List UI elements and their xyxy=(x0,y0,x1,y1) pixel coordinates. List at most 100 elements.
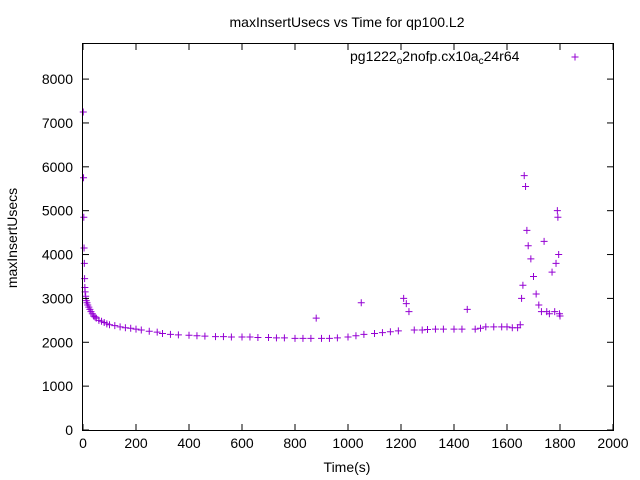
data-point xyxy=(79,108,87,116)
data-point xyxy=(371,330,378,337)
data-point xyxy=(212,333,219,341)
data-point xyxy=(553,207,561,215)
x-axis-label: Time(s) xyxy=(324,459,371,475)
y-tick-label: 3000 xyxy=(42,290,73,306)
x-tick-label: 2000 xyxy=(597,435,628,451)
data-point xyxy=(405,308,413,316)
data-point xyxy=(360,330,368,338)
data-point xyxy=(458,325,466,333)
data-point xyxy=(280,334,288,342)
data-point xyxy=(80,259,88,267)
data-point xyxy=(111,322,119,330)
data-point xyxy=(227,333,235,341)
series-points xyxy=(79,108,564,342)
plot-frame xyxy=(82,43,614,431)
data-point xyxy=(159,330,166,337)
data-point xyxy=(524,242,532,250)
data-point xyxy=(91,313,99,321)
data-point xyxy=(137,326,145,334)
y-tick-label: 4000 xyxy=(42,247,73,263)
chart-title: maxInsertUsecs vs Time for qp100.L2 xyxy=(230,14,465,30)
data-point xyxy=(540,237,548,245)
data-point xyxy=(551,308,559,316)
data-point xyxy=(532,290,540,298)
data-point xyxy=(518,294,526,302)
data-point xyxy=(556,312,564,320)
data-point xyxy=(424,326,431,334)
y-tick-label: 6000 xyxy=(42,159,73,175)
data-point xyxy=(318,334,325,342)
data-point xyxy=(312,314,320,322)
y-tick-label: 8000 xyxy=(42,71,73,87)
data-point xyxy=(325,334,333,342)
data-point xyxy=(530,272,537,280)
y-tick-label: 1000 xyxy=(42,378,73,394)
data-point xyxy=(80,244,88,252)
legend-label: pg1222o2nofp.cx10ac24r64 xyxy=(350,48,520,67)
data-point xyxy=(153,328,161,336)
data-point xyxy=(439,325,447,333)
data-point xyxy=(503,323,511,331)
data-point xyxy=(307,334,315,342)
data-point xyxy=(219,333,227,341)
data-point xyxy=(116,323,124,331)
data-point xyxy=(402,300,410,308)
data-point xyxy=(410,326,418,334)
y-tick-label: 5000 xyxy=(42,203,73,219)
data-point xyxy=(80,174,88,182)
data-point xyxy=(535,301,543,309)
data-point xyxy=(516,321,524,329)
data-point xyxy=(471,325,479,333)
y-axis: 0 1000 2000 3000 4000 5000 6000 7000 8000 xyxy=(42,71,613,438)
x-tick-label: 1000 xyxy=(332,435,363,451)
data-point xyxy=(482,323,490,331)
data-point xyxy=(431,325,439,333)
data-point xyxy=(185,331,193,339)
data-point xyxy=(352,332,360,340)
y-tick-label: 2000 xyxy=(42,334,73,350)
data-point xyxy=(127,324,135,332)
x-tick-label: 1800 xyxy=(544,435,575,451)
data-point xyxy=(552,259,560,267)
y-axis-label: maxInsertUsecs xyxy=(4,188,20,288)
x-tick-label: 200 xyxy=(124,435,148,451)
data-point xyxy=(265,333,272,341)
y-tick-label: 0 xyxy=(65,422,73,438)
data-point xyxy=(477,324,484,332)
data-point xyxy=(246,333,254,341)
data-point xyxy=(291,334,299,342)
data-point xyxy=(238,333,246,341)
data-point xyxy=(80,213,88,221)
x-axis: 0 200 400 600 800 1000 1200 1400 1600 1800 2000 xyxy=(79,44,629,451)
x-tick-label: 1600 xyxy=(491,435,522,451)
x-tick-label: 400 xyxy=(177,435,201,451)
data-point xyxy=(554,213,562,221)
y-tick-label: 7000 xyxy=(42,115,73,131)
x-tick-label: 800 xyxy=(283,435,307,451)
data-point xyxy=(463,305,471,313)
data-point xyxy=(523,226,531,234)
data-point xyxy=(527,255,535,263)
data-point xyxy=(106,321,113,329)
data-point xyxy=(299,334,307,342)
data-point xyxy=(400,294,408,302)
legend: pg1222o2nofp.cx10ac24r64 xyxy=(350,48,579,67)
legend-marker-symbol xyxy=(571,53,579,61)
data-point xyxy=(132,325,140,333)
data-point xyxy=(254,333,262,341)
data-point xyxy=(174,331,182,339)
x-tick-label: 600 xyxy=(230,435,254,451)
data-point xyxy=(545,310,553,318)
data-point xyxy=(548,268,556,276)
data-point xyxy=(394,327,402,335)
data-point xyxy=(357,299,365,307)
data-point xyxy=(344,333,352,341)
data-point xyxy=(555,251,563,259)
x-tick-label: 1200 xyxy=(385,435,416,451)
x-tick-label: 0 xyxy=(79,435,87,451)
x-tick-label: 1400 xyxy=(438,435,469,451)
data-point xyxy=(166,330,174,338)
data-point xyxy=(201,332,209,340)
data-point xyxy=(272,334,280,342)
